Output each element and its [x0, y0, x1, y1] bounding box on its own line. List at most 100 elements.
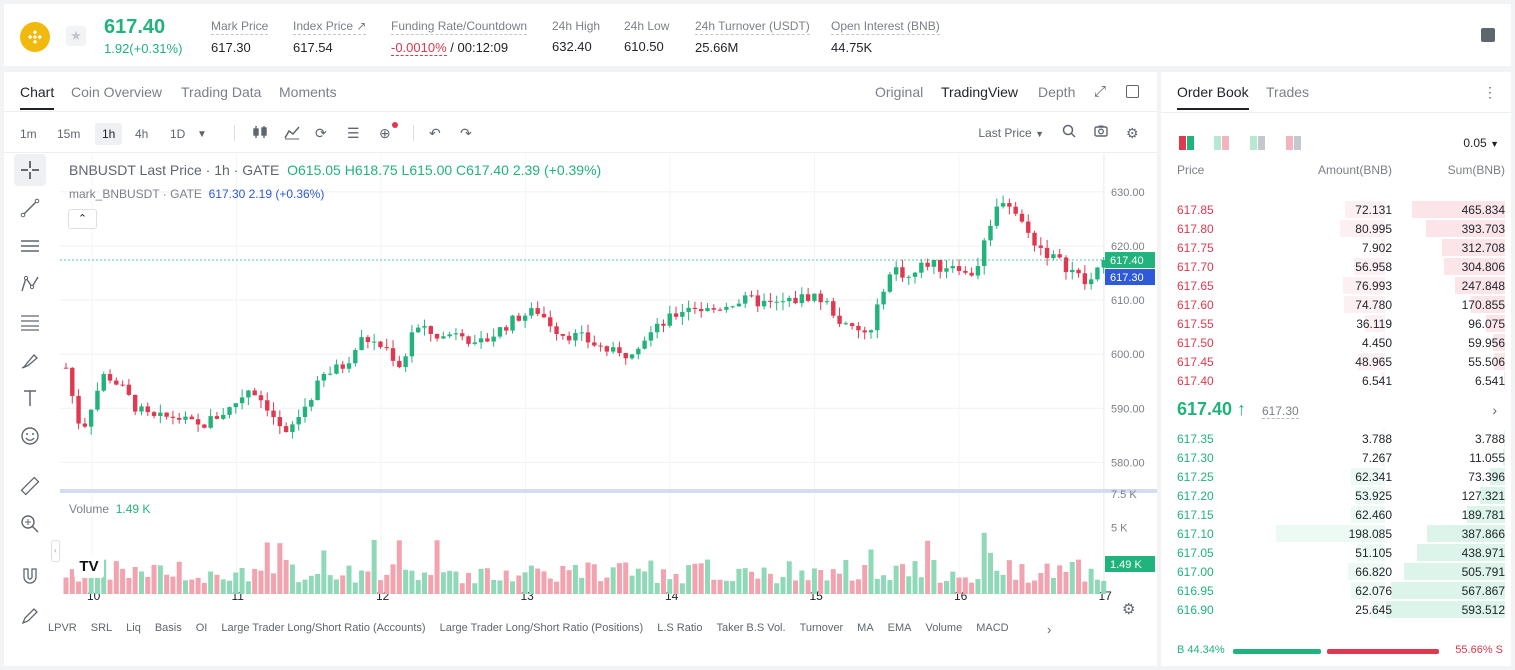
- ask-row[interactable]: 617.60 74.780 170.855: [1161, 295, 1511, 314]
- tab-trades[interactable]: Trades: [1266, 84, 1310, 100]
- bid-row[interactable]: 617.00 66.820 505.791: [1161, 562, 1511, 581]
- indicator-shortcut[interactable]: LPVR: [48, 622, 77, 634]
- chevron-right-icon[interactable]: ›: [1492, 402, 1497, 418]
- view-tradingview[interactable]: TradingView: [941, 84, 1019, 100]
- stat-label[interactable]: Mark Price: [211, 19, 269, 35]
- tab-moments[interactable]: Moments: [279, 84, 337, 100]
- indicator-shortcut[interactable]: Turnover: [799, 622, 844, 634]
- parallel-lines-tool-icon[interactable]: [14, 230, 46, 262]
- timeframe-1m[interactable]: 1m: [20, 127, 37, 141]
- view-original[interactable]: Original: [875, 84, 924, 100]
- stat-label[interactable]: Funding Rate/Countdown: [391, 19, 528, 35]
- view-depth[interactable]: Depth: [1038, 84, 1076, 100]
- indicator-shortcut[interactable]: Large Trader Long/Short Ratio (Accounts): [221, 622, 426, 634]
- add-alert-icon[interactable]: ⊕: [379, 122, 398, 142]
- indicator-shortcut[interactable]: SRL: [90, 622, 113, 634]
- fibonacci-tool-icon[interactable]: [14, 306, 46, 338]
- pattern-tool-icon[interactable]: [14, 268, 46, 300]
- camera-icon[interactable]: [1094, 124, 1108, 142]
- tab-chart[interactable]: Chart: [20, 84, 55, 110]
- ask-row[interactable]: 617.55 36.119 96.075: [1161, 314, 1511, 333]
- bid-row[interactable]: 616.95 62.076 567.867: [1161, 581, 1511, 600]
- volume-bar: [283, 559, 289, 594]
- volume-bar: [623, 562, 629, 594]
- indicator-shortcut[interactable]: Basis: [154, 622, 182, 634]
- favorite-star-icon[interactable]: ★: [66, 26, 86, 46]
- maximize-window-icon[interactable]: [1126, 85, 1139, 98]
- ask-row[interactable]: 617.70 56.958 304.806: [1161, 257, 1511, 276]
- chevron-right-icon[interactable]: ›: [1047, 622, 1052, 637]
- ask-row[interactable]: 617.75 7.902 312.708: [1161, 238, 1511, 257]
- bid-row[interactable]: 617.30 7.267 11.055: [1161, 448, 1511, 467]
- timeframe-1h[interactable]: 1h: [95, 123, 123, 145]
- indicator-shortcut[interactable]: MACD: [976, 622, 1009, 634]
- indicators-icon[interactable]: [284, 124, 300, 144]
- legend-collapse-button[interactable]: ⌃: [68, 209, 97, 229]
- emoji-tool-icon[interactable]: [14, 420, 46, 452]
- ruler-tool-icon[interactable]: [14, 470, 46, 502]
- tab-coin-overview[interactable]: Coin Overview: [71, 84, 163, 100]
- redo-icon[interactable]: ↷: [460, 125, 472, 141]
- bid-row[interactable]: 617.10 198.085 387.866: [1161, 524, 1511, 543]
- compare-refresh-icon[interactable]: ⟳: [315, 125, 327, 141]
- ask-row[interactable]: 617.50 4.450 59.956: [1161, 333, 1511, 352]
- price-source-select[interactable]: Last Price ▼: [978, 126, 1044, 140]
- tradingview-logo-icon[interactable]: TV: [74, 556, 104, 578]
- ask-row[interactable]: 617.65 76.993 247.848: [1161, 276, 1511, 295]
- candle-body: [132, 394, 138, 412]
- zoom-in-tool-icon[interactable]: [14, 508, 46, 540]
- collapse-drawbar-icon[interactable]: ‹: [51, 540, 60, 562]
- tab-order-book[interactable]: Order Book: [1177, 84, 1249, 110]
- more-options-icon[interactable]: ⋮: [1483, 84, 1497, 100]
- ask-row[interactable]: 617.45 48.965 55.506: [1161, 352, 1511, 371]
- candle-type-icon[interactable]: [252, 124, 268, 144]
- volume-bar: [660, 569, 666, 594]
- pencil-lock-tool-icon[interactable]: [14, 600, 46, 632]
- templates-icon[interactable]: ☰: [347, 125, 360, 141]
- timeframe-15m[interactable]: 15m: [57, 127, 81, 141]
- timeframe-1d[interactable]: 1D: [170, 127, 186, 141]
- text-tool-icon[interactable]: [14, 382, 46, 414]
- indicator-shortcut[interactable]: Liq: [126, 622, 141, 634]
- view-bids-icon[interactable]: [1214, 136, 1230, 150]
- view-both-icon[interactable]: [1179, 136, 1195, 150]
- stat-label[interactable]: Open Interest (BNB): [831, 19, 940, 35]
- axis-settings-gear-icon[interactable]: ⚙: [1122, 601, 1136, 618]
- stat-label[interactable]: 24h Turnover (USDT): [695, 19, 810, 35]
- indicator-shortcut[interactable]: Volume: [925, 622, 963, 634]
- indicator-shortcut[interactable]: EMA: [887, 622, 912, 634]
- precision-select[interactable]: 0.05 ▼: [1463, 136, 1499, 150]
- bid-row[interactable]: 617.35 3.788 3.788: [1161, 429, 1511, 448]
- bid-row[interactable]: 617.25 62.341 73.396: [1161, 467, 1511, 486]
- indicator-shortcut[interactable]: L.S Ratio: [657, 622, 703, 634]
- timeframe-dropdown-icon[interactable]: ▼: [197, 129, 207, 140]
- search-icon[interactable]: [1062, 124, 1076, 142]
- magnet-tool-icon[interactable]: [14, 560, 46, 592]
- gear-icon[interactable]: ⚙: [1126, 125, 1139, 141]
- bid-row[interactable]: 617.20 53.925 127.321: [1161, 486, 1511, 505]
- timeframe-4h[interactable]: 4h: [135, 127, 149, 141]
- bid-row[interactable]: 616.90 25.645 593.512: [1161, 600, 1511, 619]
- bid-row[interactable]: 617.15 62.460 189.781: [1161, 505, 1511, 524]
- ask-row[interactable]: 617.80 80.995 393.703: [1161, 219, 1511, 238]
- view-sells-icon[interactable]: [1286, 136, 1302, 150]
- indicator-shortcut[interactable]: MA: [857, 622, 874, 634]
- ask-row[interactable]: 617.85 72.131 465.834: [1161, 200, 1511, 219]
- undo-icon[interactable]: ↶: [429, 125, 441, 141]
- view-asks-icon[interactable]: [1250, 136, 1266, 150]
- ask-row[interactable]: 617.40 6.541 6.541: [1161, 371, 1511, 390]
- trend-line-tool-icon[interactable]: [14, 192, 46, 224]
- bid-row[interactable]: 617.05 51.105 438.971: [1161, 543, 1511, 562]
- crosshair-tool-icon[interactable]: [14, 154, 46, 186]
- stat-label[interactable]: Index Price ↗: [293, 19, 367, 35]
- indicator-shortcut[interactable]: OI: [195, 622, 208, 634]
- indicator-shortcut[interactable]: Taker B.S Vol.: [716, 622, 786, 634]
- guide-book-icon[interactable]: [1481, 28, 1495, 42]
- fullscreen-icon[interactable]: ⤢: [1094, 83, 1107, 100]
- indicator-shortcut[interactable]: Large Trader Long/Short Ratio (Positions…: [439, 622, 644, 634]
- volume-bar: [239, 567, 245, 594]
- volume-bar: [82, 569, 88, 594]
- brush-tool-icon[interactable]: [14, 344, 46, 376]
- tab-trading-data[interactable]: Trading Data: [181, 84, 262, 100]
